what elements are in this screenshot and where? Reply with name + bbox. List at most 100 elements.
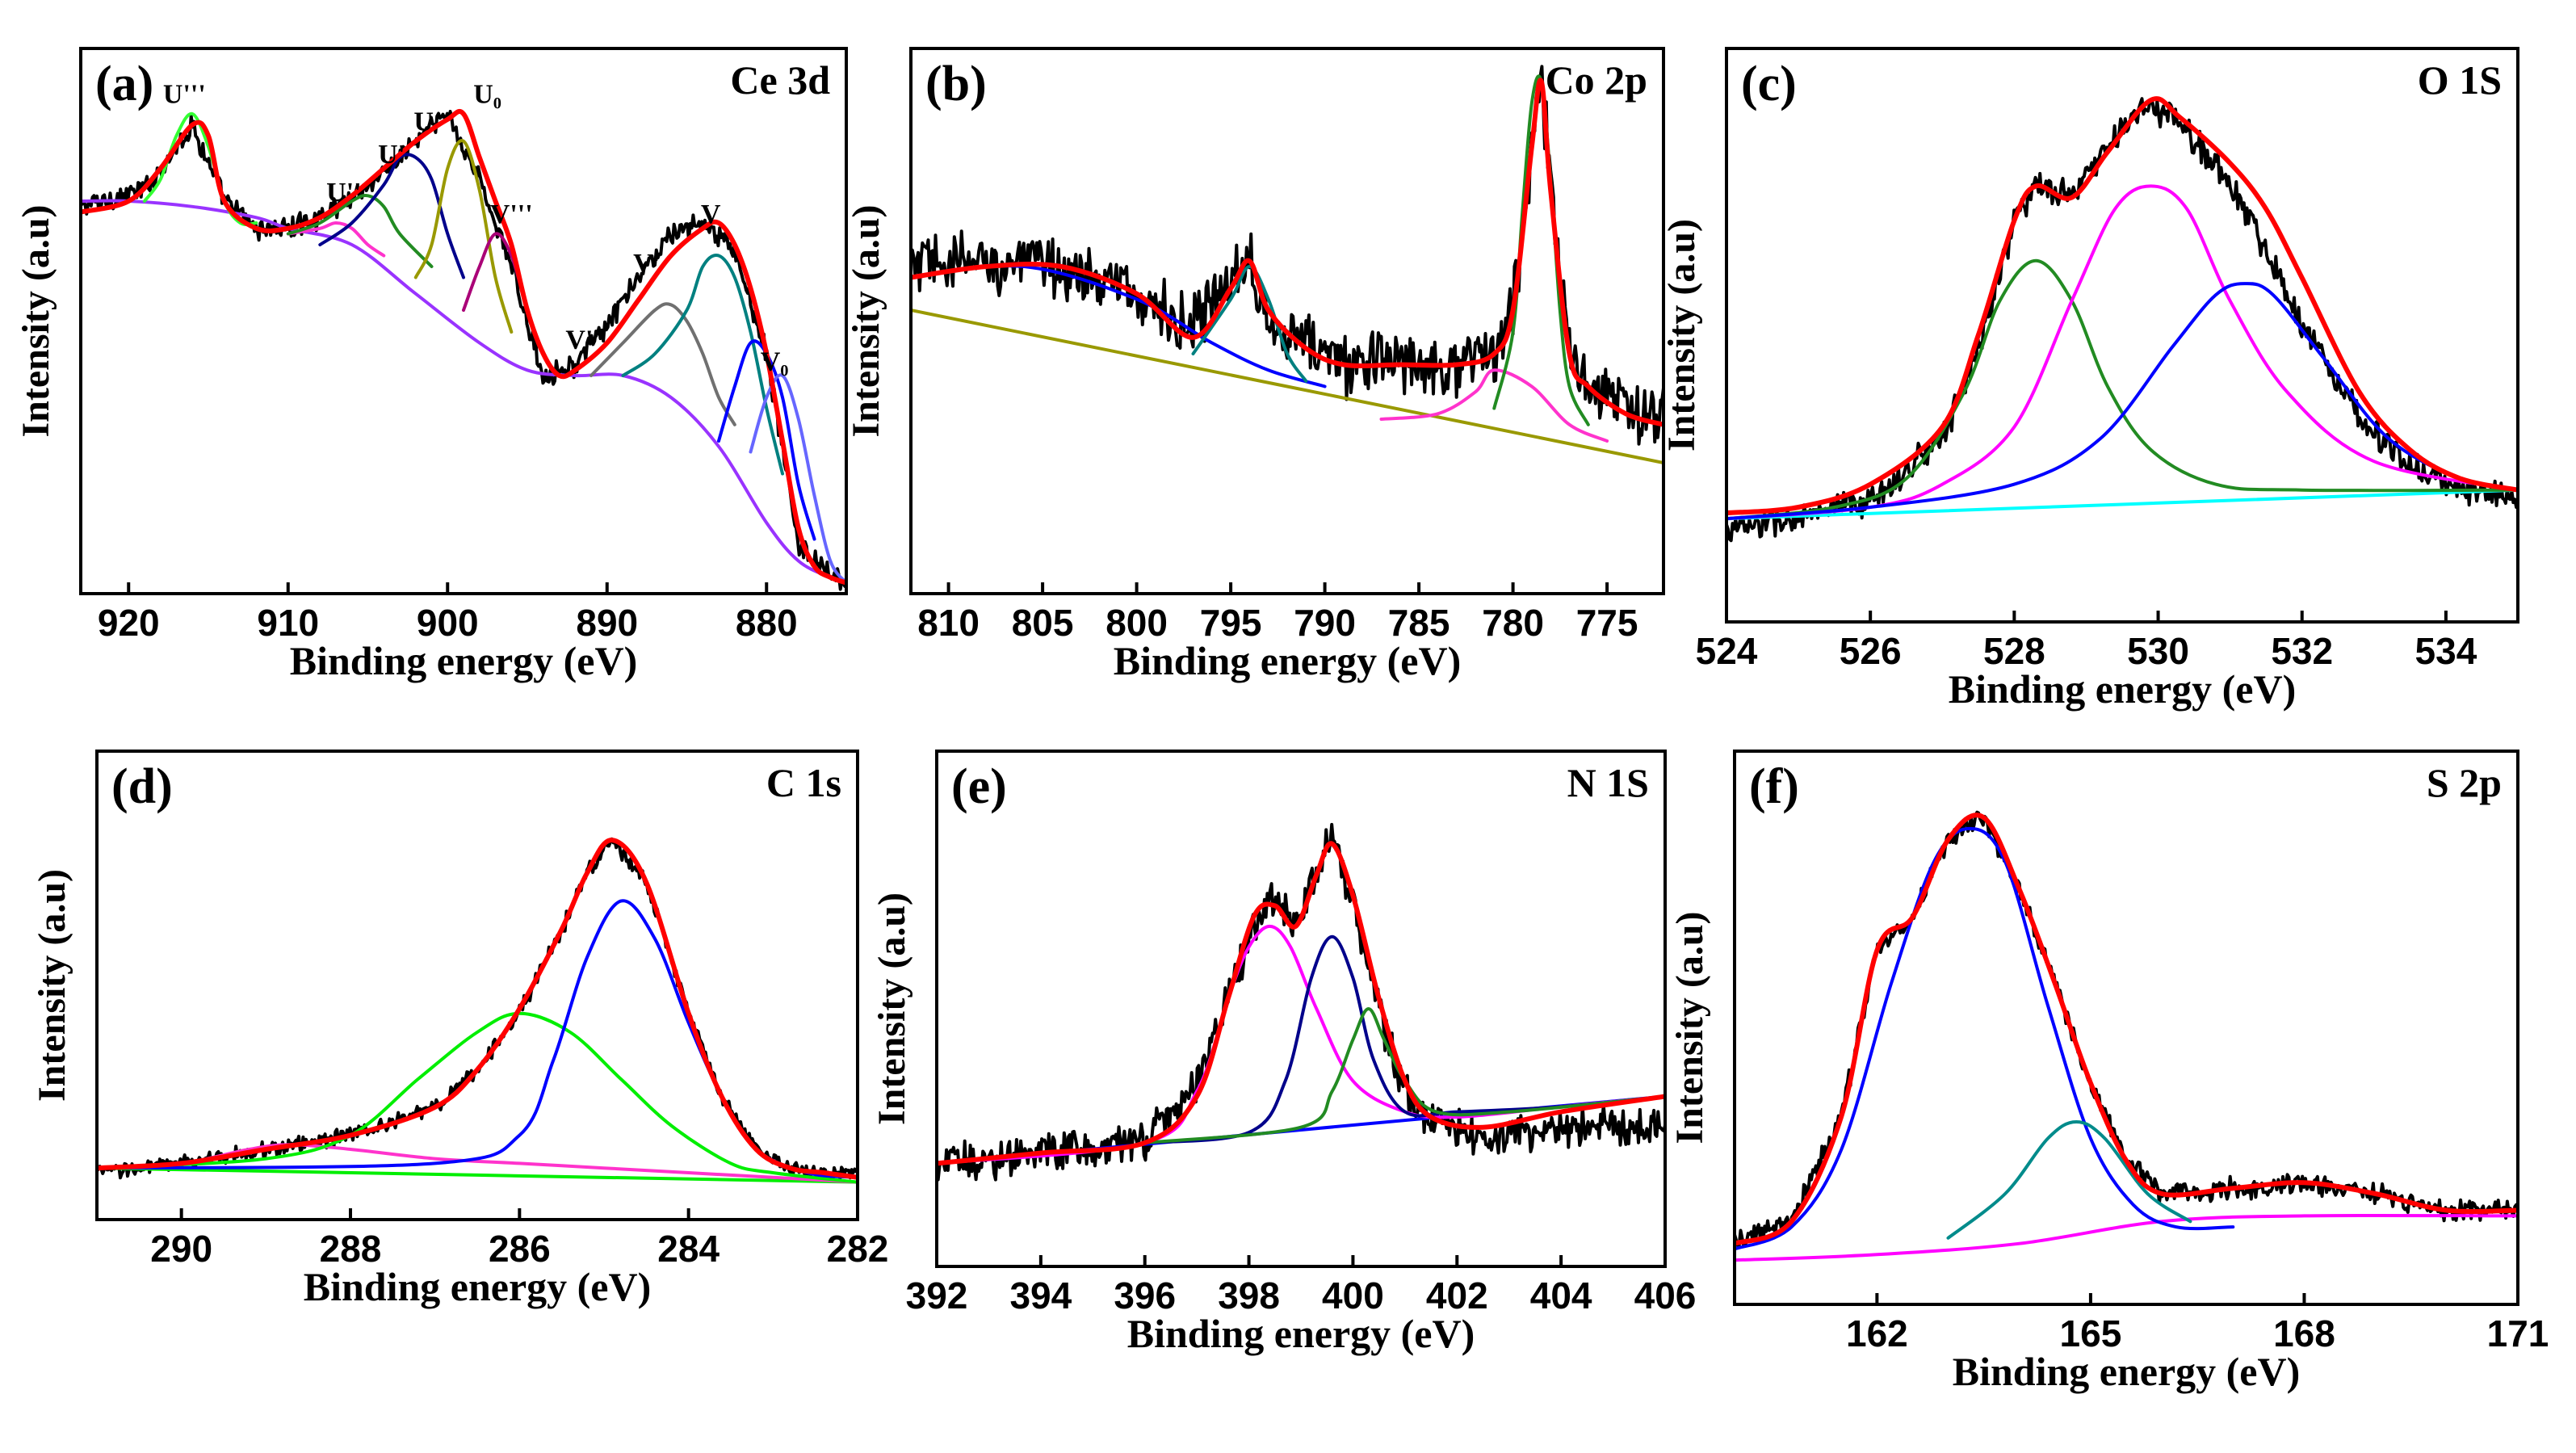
series-group-e [937,822,1665,1182]
panel-b: 810 805 800 795 790 785 780 775 Binding energy (… [845,47,1665,683]
panel-title-f: S 2p [2427,760,2502,805]
x-tick-label-b-785: 785 [1388,602,1450,644]
x-tick-label-e-406: 406 [1634,1275,1697,1317]
series-f-raw [1735,810,2518,1248]
panel-label-e: (e) [951,759,1007,814]
series-c-raw [1726,97,2518,543]
x-tick-label-c-524: 524 [1696,630,1758,672]
plot-frame-d [95,750,859,1221]
x-tick-label-b-800: 800 [1105,602,1168,644]
series-a-U [318,153,465,279]
panel-d: 290 288 286 284 282 Binding energy (eV) Intens… [31,750,889,1309]
series-a-fit [81,108,846,586]
x-tick-label-e-404: 404 [1530,1275,1592,1317]
x-tick-label-d-290: 290 [150,1228,212,1270]
peak-label-a-0: U''' [163,80,206,110]
series-d-baseline [97,1166,858,1184]
x-tick-label-c-534: 534 [2415,630,2477,672]
x-tick-label-a-910: 910 [257,602,319,644]
series-a-V [589,302,736,426]
x-tick-label-b-775: 775 [1576,602,1638,644]
series-e-peak-399-6 [1143,934,1665,1144]
peak-label-a-7: V [701,199,721,229]
panel-a: 920 910 900 890 880 Binding energy (eV) Intens… [15,47,848,683]
panel-label-f: (f) [1749,759,1799,814]
x-axis-label-c: Binding energy (eV) [1949,666,2297,712]
series-c-peak1 [1726,258,2518,521]
x-tick-label-f-162: 162 [1846,1312,1908,1354]
series-b-background [911,309,1663,464]
x-tick-label-c-532: 532 [2271,630,2333,672]
x-tick-label-b-795: 795 [1200,602,1262,644]
series-a-U [286,221,386,258]
plot-frame-a [79,47,848,595]
series-a-background [81,199,846,585]
x-tick-label-b-805: 805 [1012,602,1074,644]
series-b-small [1379,368,1609,443]
x-tick-label-d-282: 282 [827,1228,889,1270]
x-axis-label-e: Binding energy (eV) [1127,1311,1475,1356]
series-f-peak-164-8 [1946,1120,2192,1240]
panel-title-d: C 1s [766,760,841,805]
panel-label-d: (d) [111,759,173,814]
x-axis-label-b: Binding energy (eV) [1114,638,1462,683]
x-tick-label-e-402: 402 [1426,1275,1488,1317]
peak-label-a-4: U₀ [473,80,501,110]
plot-frame-e [935,750,1667,1268]
x-tick-label-d-288: 288 [320,1228,382,1270]
y-axis-label-e: Intensity (a.u) [871,892,913,1125]
peak-label-a-6: V' [633,249,661,279]
y-axis-label-d: Intensity (a.u) [31,869,73,1102]
series-c-peak2 [1726,184,2518,521]
panel-label-c: (c) [1741,57,1797,111]
x-tick-label-c-528: 528 [1983,630,2045,672]
plot-frame-f [1733,750,2519,1306]
series-f-fit [1735,813,2518,1246]
x-tick-label-e-398: 398 [1218,1275,1280,1317]
series-a-U [143,111,258,226]
x-tick-label-a-890: 890 [576,602,638,644]
series-group-b [911,65,1663,464]
y-axis-label-f: Intensity (a.u) [1668,911,1711,1144]
panel-title-c: O 1S [2418,57,2502,103]
series-c-baseline [1726,488,2518,521]
x-tick-label-a-920: 920 [98,602,160,644]
series-b-fit [911,78,1663,427]
series-group-f [1735,810,2518,1262]
x-tick-label-e-396: 396 [1114,1275,1176,1317]
y-axis-label-c: Intensity (a.u) [1660,219,1703,451]
panel-c: 524 526 528 530 532 534 Binding energy (eV) Int… [1660,47,2519,712]
series-group-a [81,108,846,591]
series-f-peak-163-3 [1735,826,2235,1251]
series-group-d [97,837,858,1184]
series-a-U [286,194,434,268]
x-tick-label-f-168: 168 [2273,1312,2335,1354]
x-tick-label-b-810: 810 [917,602,980,644]
series-c-fit [1726,96,2518,516]
x-tick-label-f-165: 165 [2060,1312,2122,1354]
x-tick-label-b-780: 780 [1482,602,1544,644]
x-tick-label-c-530: 530 [2127,630,2189,672]
x-tick-label-d-286: 286 [489,1228,551,1270]
panel-e: 392 394 396 398 400 402 404 406 Binding energy (… [871,750,1697,1356]
x-tick-label-a-900: 900 [417,602,479,644]
series-d-peak-286 [97,1011,858,1184]
peak-label-a-8: V'' [565,325,600,355]
y-axis-label-b: Intensity (a.u) [845,204,887,437]
peak-label-a-2: U' [378,140,405,170]
series-c-peak3 [1726,282,2518,521]
panel-title-e: N 1S [1567,760,1649,805]
series-a-raw [81,110,846,591]
x-tick-label-a-880: 880 [736,602,798,644]
peak-label-a-1: U'' [326,178,361,208]
series-a-U [413,139,514,334]
peak-label-a-9: V₀ [761,346,789,376]
panel-label-a: (a) [95,57,153,111]
series-a-V [749,373,846,585]
series-e-fit [937,841,1665,1166]
series-d-raw [97,837,858,1182]
x-axis-label-f: Binding energy (eV) [1953,1349,2301,1394]
y-axis-label-a: Intensity (a.u) [15,204,57,437]
plot-frame-b [909,47,1665,595]
